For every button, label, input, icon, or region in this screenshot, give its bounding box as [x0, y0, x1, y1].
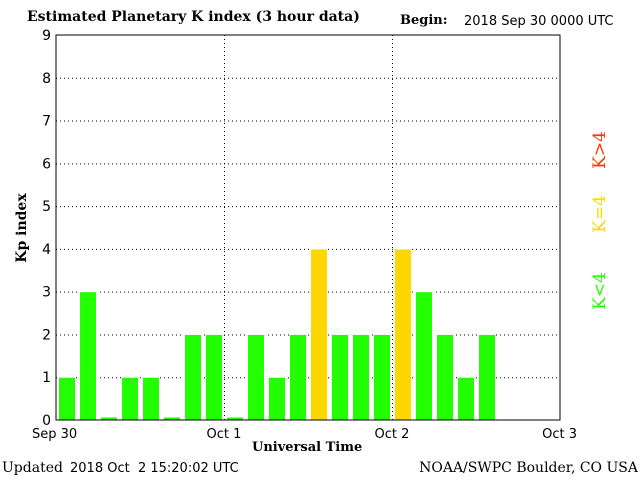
updated-value: 2018 Oct 2 15:20:02 UTC [70, 461, 239, 476]
legend-equal: K=4 [590, 195, 610, 233]
kp-bar [331, 333, 349, 421]
y-tick-label: 1 [42, 370, 51, 386]
kp-bar [184, 333, 202, 421]
chart-title: Estimated Planetary K index (3 hour data… [27, 9, 360, 25]
kp-bar [142, 376, 160, 421]
kp-bar [289, 333, 307, 421]
x-tick-label: Oct 1 [207, 427, 242, 442]
x-axis-label: Universal Time [252, 440, 363, 455]
kp-bar [121, 376, 139, 421]
y-tick-label: 3 [42, 285, 51, 301]
plot-frame [55, 34, 561, 421]
y-tick-label: 2 [42, 327, 51, 343]
y-tick-label: 9 [42, 28, 51, 44]
x-tick-label: Oct 2 [375, 427, 410, 442]
kp-bar [79, 291, 97, 421]
grid-lines [56, 35, 560, 420]
y-axis-label: Kp index [14, 193, 30, 263]
y-tick-label: 6 [42, 156, 51, 172]
y-tick-label: 0 [42, 413, 51, 429]
kp-bar [478, 333, 496, 421]
begin-value: 2018 Sep 30 0000 UTC [464, 14, 614, 29]
y-tick-label: 8 [42, 71, 51, 87]
kp-bar [373, 333, 391, 421]
legend-below: K<4 [590, 272, 610, 310]
kp-bar [205, 333, 223, 421]
kp-bar [247, 333, 265, 421]
y-tick-label: 7 [42, 114, 51, 130]
kp-bar [436, 333, 454, 421]
y-tick-label: 5 [42, 199, 51, 215]
kp-bar [394, 248, 412, 421]
x-tick-label: Oct 3 [542, 427, 577, 442]
kp-bar [352, 333, 370, 421]
x-tick-labels: Sep 30 Oct 1 Oct 2 Oct 3 [32, 427, 577, 442]
kp-bar [310, 248, 328, 421]
bars [58, 248, 496, 421]
credit-text: NOAA/SWPC Boulder, CO USA [419, 460, 638, 476]
kp-bar [415, 291, 433, 421]
updated-label: Updated [2, 460, 63, 476]
kp-bar [268, 376, 286, 421]
y-tick-label: 4 [42, 242, 51, 258]
begin-label: Begin: [400, 13, 448, 28]
kp-bar [58, 376, 76, 421]
y-tick-labels: 0 1 2 3 4 5 6 7 8 9 [42, 28, 51, 429]
x-tick-label: Sep 30 [32, 427, 77, 442]
kp-bar [457, 376, 475, 421]
legend-above: K>4 [590, 131, 610, 169]
